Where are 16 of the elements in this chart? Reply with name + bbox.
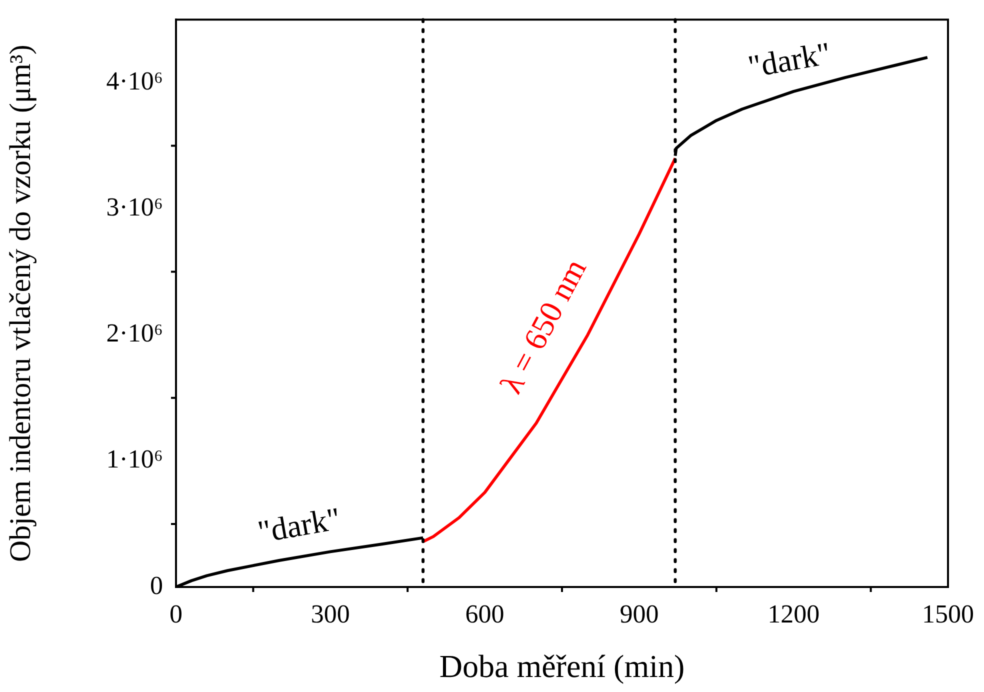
x-tick-label: 1200 [768, 599, 820, 628]
y-tick-label: 1·10⁶ [106, 444, 163, 474]
x-tick-label: 1500 [922, 599, 974, 628]
x-tick-label: 600 [465, 599, 504, 628]
y-tick-label: 2·10⁶ [106, 318, 163, 348]
y-axis-title: Objem indentoru vtlačený do vzorku (μm³) [4, 44, 37, 562]
annotation: "dark" [745, 34, 834, 85]
y-tick-label: 4·10⁶ [106, 66, 163, 96]
annotation: "dark" [255, 500, 344, 550]
x-tick-label: 0 [170, 599, 182, 628]
x-axis-title: Doba měření (min) [439, 648, 685, 684]
y-tick-label: 3·10⁶ [106, 192, 163, 222]
x-tick-label: 300 [310, 599, 350, 628]
x-tick-label: 900 [620, 599, 659, 628]
annotation: λ = 650 nm [492, 252, 594, 399]
y-tick-label: 0 [150, 570, 163, 600]
